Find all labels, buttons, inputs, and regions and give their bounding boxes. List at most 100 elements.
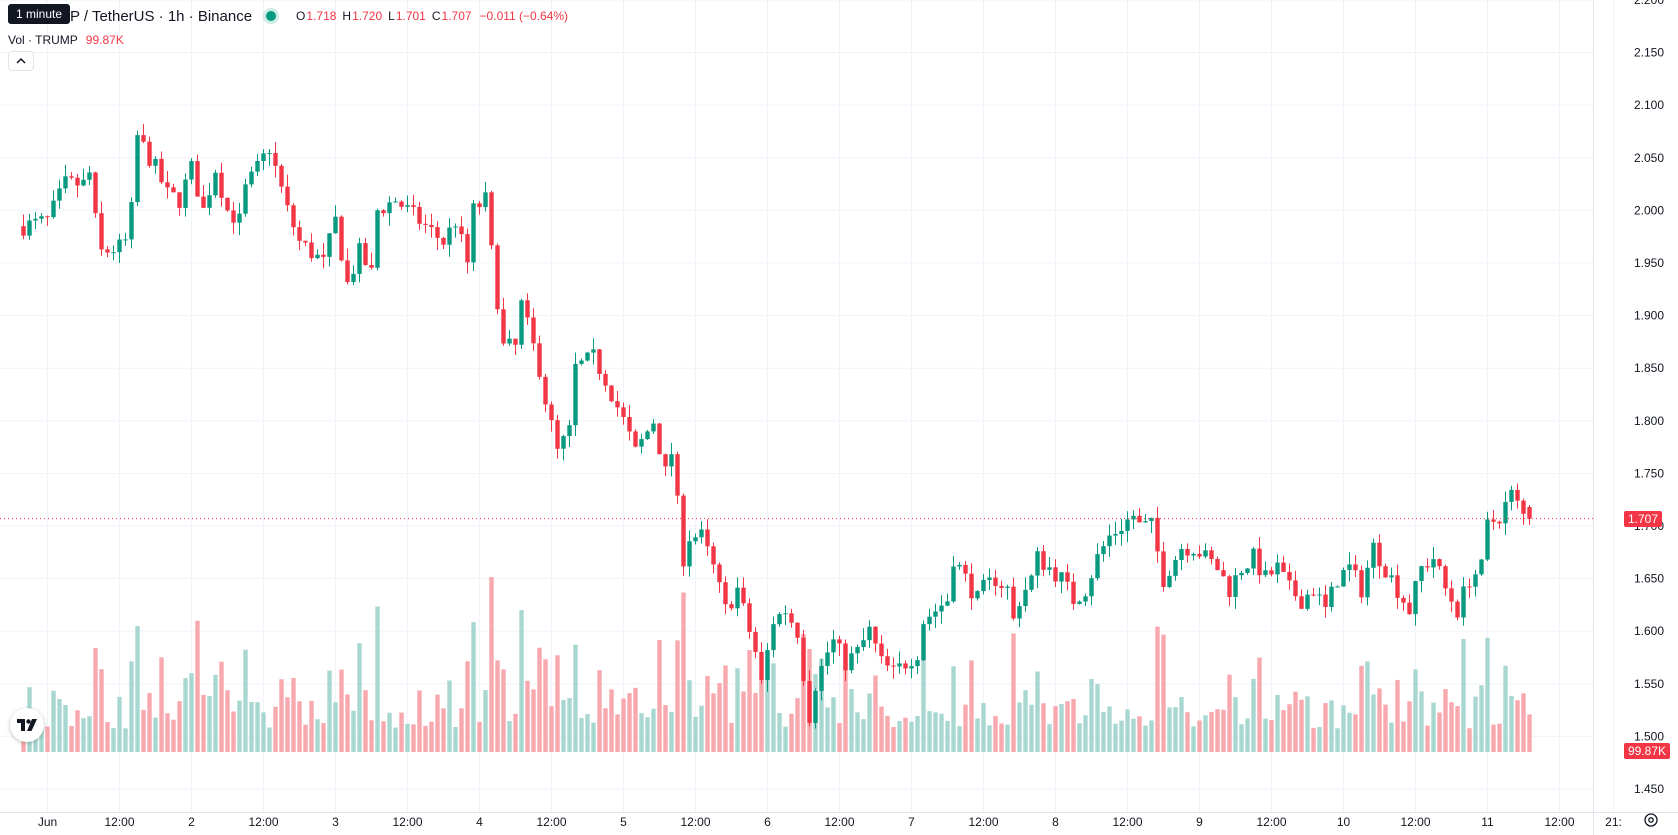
candle-body — [711, 546, 716, 565]
volume-bar — [237, 700, 242, 752]
volume-bar — [753, 692, 758, 752]
volume-bar — [597, 670, 602, 752]
candle-body — [1437, 559, 1442, 567]
candle-body — [519, 300, 524, 345]
change-value: −0.011 (−0.64%) — [479, 9, 569, 23]
candle-body — [1149, 517, 1154, 522]
volume-bar — [849, 688, 854, 752]
volume-bar — [1221, 709, 1226, 752]
candle-body — [1485, 519, 1490, 560]
volume-bar — [1383, 704, 1388, 752]
candle-body — [933, 611, 938, 617]
candle-body — [765, 650, 770, 680]
volume-bar — [1395, 679, 1400, 752]
volume-bar — [801, 633, 806, 752]
candle-body — [315, 254, 320, 259]
volume-bar — [1281, 710, 1286, 752]
candle-body — [1203, 550, 1208, 557]
volume-bar — [381, 721, 386, 752]
settings-gear-icon[interactable] — [1642, 811, 1660, 829]
price-tick-label: 1.800 — [1634, 414, 1664, 428]
volume-bar — [339, 669, 344, 752]
volume-bar — [1425, 725, 1430, 752]
volume-bar — [1413, 669, 1418, 752]
volume-bar — [987, 725, 992, 752]
candle-body — [93, 172, 98, 214]
tradingview-logo[interactable] — [10, 708, 44, 742]
volume-bar — [1431, 702, 1436, 752]
volume-bar — [1389, 722, 1394, 752]
volume-bar — [303, 724, 308, 752]
candle-body — [69, 176, 74, 178]
candle-body — [1005, 586, 1010, 588]
time-tick-label: 6 — [764, 815, 771, 829]
volume-bar — [537, 647, 542, 752]
volume-bar — [861, 719, 866, 752]
volume-bar — [1365, 661, 1370, 752]
candle-body — [1167, 575, 1172, 588]
volume-bar — [1437, 712, 1442, 752]
candle-body — [1173, 560, 1178, 576]
volume-bar — [909, 721, 914, 752]
candle-body — [171, 187, 176, 193]
volume-bar — [165, 713, 170, 752]
volume-bar — [519, 610, 524, 752]
volume-bar — [1401, 721, 1406, 752]
symbol-title[interactable]: P / TetherUS · 1h · Binance — [70, 7, 253, 25]
volume-bar — [501, 669, 506, 752]
volume-bar — [87, 716, 92, 752]
candle-body — [705, 529, 710, 547]
volume-bar — [603, 708, 608, 752]
candle-body — [1047, 567, 1052, 570]
volume-bar — [57, 698, 62, 752]
candle-body — [453, 226, 458, 228]
candle-body — [1401, 597, 1406, 603]
volume-bar — [333, 702, 338, 752]
candle-body — [255, 160, 260, 172]
volume-bar — [1137, 716, 1142, 752]
volume-bar — [63, 704, 68, 752]
candle-body — [1443, 566, 1448, 589]
volume-bar — [741, 691, 746, 752]
candle-body — [1521, 500, 1526, 514]
volume-label[interactable]: Vol · TRUMP — [8, 33, 78, 47]
price-tick-label: 2.050 — [1634, 151, 1664, 165]
volume-bar — [1287, 704, 1292, 752]
candle-body — [477, 203, 482, 208]
candle-body — [903, 663, 908, 669]
candle-body — [735, 587, 740, 609]
candle-body — [153, 158, 158, 166]
volume-bar — [177, 701, 182, 752]
volume-bar — [1065, 701, 1070, 752]
candle-body — [237, 213, 242, 223]
candle-body — [837, 639, 842, 644]
candle-body — [1239, 572, 1244, 576]
volume-bar — [423, 725, 428, 752]
volume-bar — [825, 707, 830, 752]
time-tick-label: 2 — [188, 815, 195, 829]
volume-bar — [243, 649, 248, 752]
volume-bar — [471, 622, 476, 752]
volume-bar — [1023, 690, 1028, 752]
volume-bar — [1443, 689, 1448, 752]
volume-bar — [1089, 679, 1094, 752]
candle-body — [909, 666, 914, 669]
volume-bar — [1107, 706, 1112, 752]
collapse-legend-button[interactable] — [8, 51, 34, 71]
market-status-icon[interactable] — [266, 11, 277, 21]
volume-bar — [1083, 715, 1088, 752]
candle-body — [1371, 542, 1376, 568]
volume-bar — [885, 715, 890, 752]
candle-body — [567, 425, 572, 437]
candle-body — [927, 616, 932, 625]
candle-body — [861, 640, 866, 648]
price-tick-label: 2.200 — [1634, 0, 1664, 7]
volume-bar — [633, 687, 638, 752]
candle-body — [621, 407, 626, 418]
volume-bar — [1239, 724, 1244, 752]
candle-body — [1221, 570, 1226, 577]
volume-bar — [1119, 720, 1124, 752]
volume-bar — [1125, 709, 1130, 752]
volume-bar — [1503, 665, 1508, 752]
